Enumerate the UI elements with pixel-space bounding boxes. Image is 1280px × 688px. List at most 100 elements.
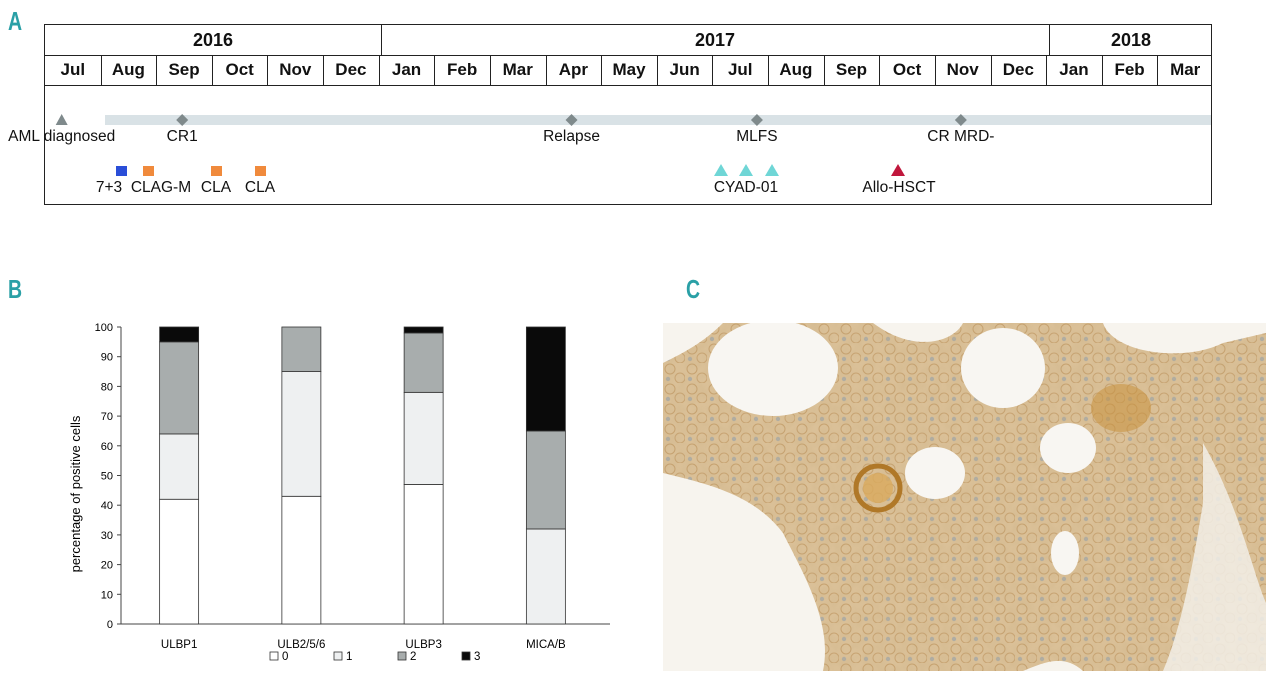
bar-segment-score-3 [159,326,200,343]
month-cell: Mar [502,60,533,79]
month-divider [601,55,603,85]
milestone-label: AML diagnosed [8,128,116,145]
cla-marker [255,166,266,176]
cyad-marker [714,164,728,176]
stacked-bar-chart: percentage of positive cells 01020304050… [68,322,610,663]
treatment-label-clagm: CLAG-M [130,179,192,196]
bone-marrow-stain [663,323,1266,671]
month-divider [656,55,658,85]
month-cell: Sep [835,60,868,79]
fat-vacuole [961,328,1045,408]
month-cell: Jul [60,60,86,79]
bar-segment-score-1 [525,528,566,625]
y-tick-label: 20 [101,560,113,572]
month-divider [323,55,325,85]
month-divider [1157,55,1159,85]
y-tick-label: 100 [95,322,113,334]
month-divider [489,55,491,85]
legend-label: 0 [282,651,288,663]
month-cell: Apr [558,60,588,79]
legend-swatch [333,651,343,661]
bar-segment-score-0 [281,495,322,625]
treatment-label-cyad: CYAD-01 [713,179,779,196]
month-divider [934,55,936,85]
year-divider [1049,25,1050,55]
month-cell: Jan [1059,60,1089,79]
month-cell: Sep [168,60,200,79]
milestone-marker [750,114,763,126]
megakaryocyte [853,463,903,513]
month-cell: Jun [669,60,700,79]
milestone-marker [176,114,189,126]
legend-swatch [397,651,407,661]
x-category-label: ULBP1 [161,639,197,651]
timeline-arrow [105,115,1211,125]
month-cell: Oct [225,60,254,79]
bar-segment-score-1 [281,371,322,497]
induction-marker [116,166,127,176]
clagm-marker [143,166,154,176]
y-tick-label: 90 [101,352,113,364]
y-tick-label: 0 [107,619,113,631]
fat-vacuole [1040,423,1096,473]
year-header-row: 2016 2017 2018 [45,25,1211,56]
treatment-label-cla: CLA [200,179,232,196]
month-cell: Dec [335,60,367,79]
month-divider [267,55,269,85]
x-category-label: MICA/B [526,639,566,651]
month-divider [156,55,158,85]
month-cell: Aug [779,60,813,79]
month-header-row: Jul Aug Sep Oct Nov Dec Jan Feb Mar Apr May Jun Jul A… [45,55,1211,86]
fat-vacuole [1051,531,1079,575]
month-cell: Feb [447,60,478,79]
ihc-microscopy-image [663,323,1266,671]
x-category-label: ULBP3 [405,639,441,651]
bar-segment-score-2 [525,430,566,530]
y-tick-label: 40 [101,500,113,512]
month-cell: Dec [1002,60,1034,79]
legend-swatch [461,651,471,661]
year-2016: 2016 [192,29,234,50]
cyad-marker [739,164,753,176]
bar-segment-score-2 [281,326,322,372]
legend-label: 2 [410,651,416,663]
fat-vacuole [708,323,838,416]
milestone-label: CR MRD- [927,128,995,145]
stained-cluster [1091,384,1151,432]
diagnosis-marker [55,114,68,125]
month-divider [879,55,881,85]
timeline-track [55,114,1211,176]
megakaryocyte-core [863,473,893,503]
treatment-timeline: 2016 2017 2018 Jul Aug Sep Oct Nov Dec Jan Feb M… [8,24,1212,205]
legend-label: 1 [346,651,352,663]
year-divider [381,25,382,55]
fat-vacuole [905,447,965,499]
month-cell: Feb [1114,60,1145,79]
bar-segment-score-2 [403,332,444,393]
treatment-label-cla: CLA [244,179,276,196]
month-cell: Oct [892,60,922,79]
panel-label-b: B [8,274,23,304]
empty-space [1163,443,1266,671]
month-cell: Mar [1170,60,1201,79]
legend-label: 3 [474,651,480,663]
x-category-label: ULB2/5/6 [277,639,325,651]
year-2018: 2018 [1110,29,1152,50]
month-divider [712,55,714,85]
milestone-label: MLFS [736,128,778,145]
month-divider [1046,55,1048,85]
month-divider [545,55,547,85]
y-tick-label: 30 [101,530,113,542]
month-divider [434,55,436,85]
month-divider [990,55,992,85]
month-divider [1101,55,1103,85]
y-tick-label: 70 [101,411,113,423]
month-cell: Nov [946,60,979,79]
bar-segment-score-3 [525,326,566,432]
cyad-marker [765,164,779,176]
month-cell: May [612,60,646,79]
bar-segment-score-1 [159,433,200,500]
y-tick-label: 50 [101,471,113,483]
legend-swatch [269,651,279,661]
month-divider [378,55,380,85]
